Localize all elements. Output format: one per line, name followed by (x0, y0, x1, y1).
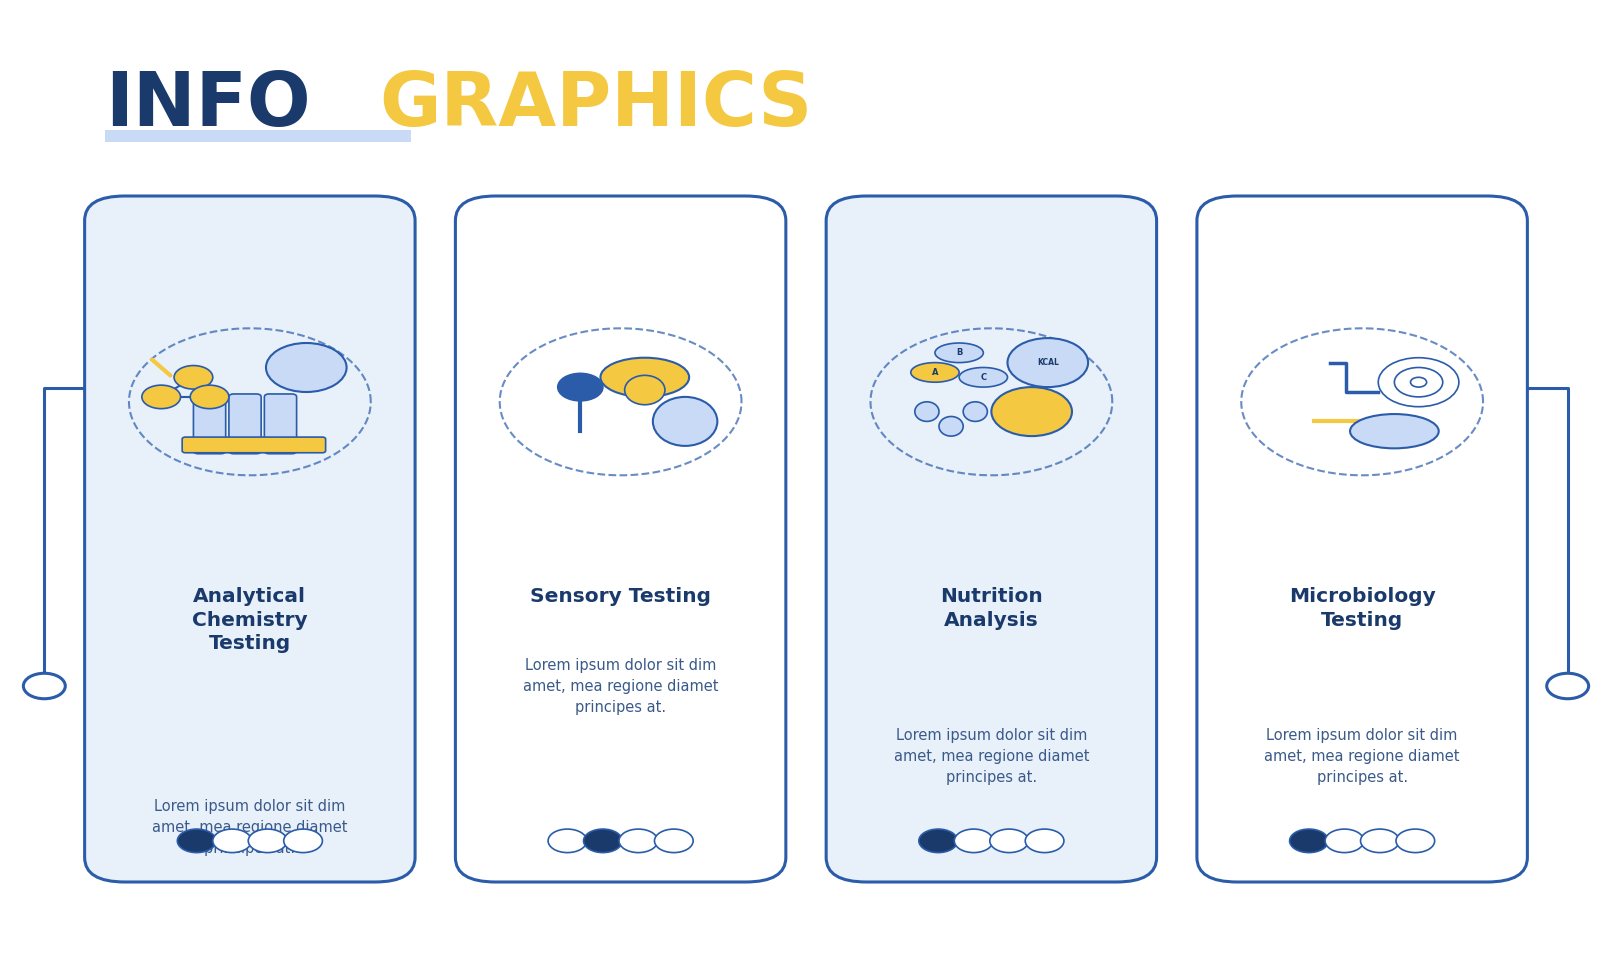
Circle shape (654, 829, 693, 853)
Circle shape (248, 829, 287, 853)
Circle shape (990, 829, 1028, 853)
Circle shape (919, 829, 958, 853)
Circle shape (142, 385, 181, 409)
Text: Lorem ipsum dolor sit dim
amet, mea regione diamet
principes at.: Lorem ipsum dolor sit dim amet, mea regi… (1264, 728, 1460, 785)
Circle shape (1361, 829, 1399, 853)
Circle shape (23, 673, 64, 699)
Ellipse shape (1351, 415, 1438, 449)
Circle shape (213, 829, 251, 853)
Ellipse shape (935, 343, 983, 363)
Ellipse shape (625, 375, 664, 405)
Circle shape (558, 373, 603, 401)
Text: Lorem ipsum dolor sit dim
amet, mea regione diamet
principes at.: Lorem ipsum dolor sit dim amet, mea regi… (152, 799, 348, 856)
Circle shape (284, 829, 322, 853)
Circle shape (991, 387, 1072, 436)
Ellipse shape (959, 368, 1008, 387)
FancyBboxPatch shape (182, 437, 326, 453)
Ellipse shape (911, 363, 959, 382)
FancyBboxPatch shape (84, 196, 414, 882)
Ellipse shape (938, 416, 962, 436)
Text: Microbiology
Testing: Microbiology Testing (1288, 587, 1436, 629)
Text: B: B (956, 348, 962, 358)
FancyBboxPatch shape (825, 196, 1156, 882)
Circle shape (1290, 829, 1328, 853)
Text: Sensory Testing: Sensory Testing (530, 587, 711, 606)
Circle shape (548, 829, 587, 853)
Circle shape (1325, 829, 1364, 853)
FancyBboxPatch shape (455, 196, 785, 882)
FancyBboxPatch shape (1196, 196, 1527, 882)
Text: Analytical
Chemistry
Testing: Analytical Chemistry Testing (192, 587, 308, 653)
Ellipse shape (962, 402, 987, 421)
Circle shape (584, 829, 622, 853)
Circle shape (177, 829, 216, 853)
Text: GRAPHICS: GRAPHICS (379, 69, 812, 141)
Circle shape (1008, 338, 1088, 387)
Text: Lorem ipsum dolor sit dim
amet, mea regione diamet
principes at.: Lorem ipsum dolor sit dim amet, mea regi… (522, 658, 719, 714)
Circle shape (266, 343, 347, 392)
FancyBboxPatch shape (193, 394, 226, 454)
FancyBboxPatch shape (229, 394, 261, 454)
FancyBboxPatch shape (105, 130, 411, 142)
Circle shape (1025, 829, 1064, 853)
Ellipse shape (916, 402, 938, 421)
Text: C: C (980, 372, 987, 382)
Text: KCAL: KCAL (1037, 358, 1059, 368)
Circle shape (1546, 673, 1588, 699)
Circle shape (1396, 829, 1435, 853)
Text: Lorem ipsum dolor sit dim
amet, mea regione diamet
principes at.: Lorem ipsum dolor sit dim amet, mea regi… (893, 728, 1090, 785)
Circle shape (619, 829, 658, 853)
Text: A: A (932, 368, 938, 377)
Ellipse shape (600, 358, 690, 397)
Ellipse shape (653, 397, 717, 446)
Circle shape (190, 385, 229, 409)
Text: INFO: INFO (105, 69, 311, 141)
FancyBboxPatch shape (264, 394, 297, 454)
Text: Nutrition
Analysis: Nutrition Analysis (940, 587, 1043, 629)
Circle shape (954, 829, 993, 853)
Circle shape (174, 366, 213, 389)
